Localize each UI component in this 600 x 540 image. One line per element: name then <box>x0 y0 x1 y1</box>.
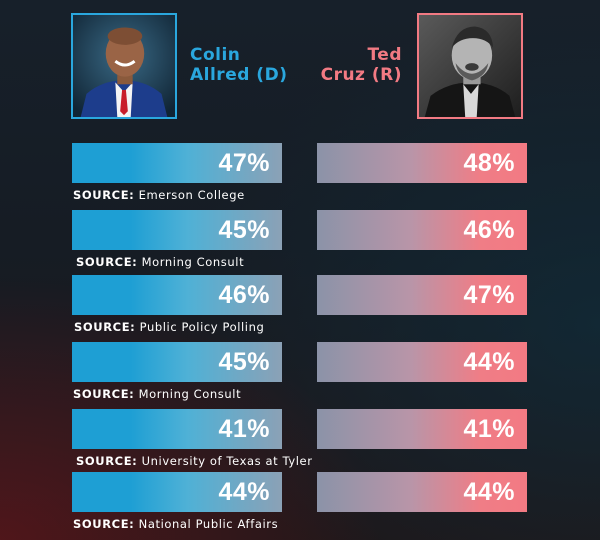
cruz-value-label: 47% <box>463 280 515 309</box>
allred-last-name-party: Allred (D) <box>190 65 288 85</box>
cruz-portrait <box>419 15 521 117</box>
source-name: Morning Consult <box>141 255 245 269</box>
source-prefix: SOURCE: <box>76 454 138 468</box>
source-name: Public Policy Polling <box>139 320 265 334</box>
candidate-name-cruz: Ted Cruz (R) <box>321 45 402 85</box>
allred-bar: 47% <box>72 143 282 183</box>
poll-source: SOURCE: University of Texas at Tyler <box>76 454 313 468</box>
cruz-value-label: 41% <box>463 414 515 443</box>
allred-bar: 46% <box>72 275 282 315</box>
allred-value-label: 47% <box>218 148 270 177</box>
cruz-last-name-party: Cruz (R) <box>320 65 402 85</box>
candidate-photo-cruz <box>417 13 523 119</box>
allred-bar: 45% <box>72 210 282 250</box>
source-prefix: SOURCE: <box>74 320 136 334</box>
cruz-bar: 41% <box>317 409 527 449</box>
poll-source: SOURCE: Morning Consult <box>76 255 244 269</box>
source-prefix: SOURCE: <box>73 517 135 531</box>
source-prefix: SOURCE: <box>73 387 135 401</box>
candidate-photo-allred <box>71 13 177 119</box>
poll-source: SOURCE: Public Policy Polling <box>74 320 264 334</box>
source-name: National Public Affairs <box>138 517 279 531</box>
cruz-first-name: Ted <box>367 45 402 65</box>
allred-value-label: 44% <box>218 477 270 506</box>
source-name: Emerson College <box>138 188 245 202</box>
cruz-bar: 48% <box>317 143 527 183</box>
allred-bar: 44% <box>72 472 282 512</box>
poll-source: SOURCE: National Public Affairs <box>73 517 278 531</box>
source-prefix: SOURCE: <box>76 255 138 269</box>
cruz-bar: 47% <box>317 275 527 315</box>
cruz-bar: 44% <box>317 342 527 382</box>
candidate-name-allred: Colin Allred (D) <box>190 45 287 85</box>
allred-value-label: 45% <box>218 215 270 244</box>
source-name: Morning Consult <box>138 387 242 401</box>
source-prefix: SOURCE: <box>73 188 135 202</box>
source-name: University of Texas at Tyler <box>141 454 313 468</box>
cruz-value-label: 46% <box>463 215 515 244</box>
allred-bar: 45% <box>72 342 282 382</box>
cruz-bar: 44% <box>317 472 527 512</box>
allred-value-label: 45% <box>218 347 270 376</box>
poll-source: SOURCE: Emerson College <box>73 188 245 202</box>
allred-portrait <box>73 15 175 117</box>
allred-bar: 41% <box>72 409 282 449</box>
cruz-value-label: 44% <box>463 347 515 376</box>
cruz-value-label: 48% <box>463 148 515 177</box>
allred-value-label: 46% <box>218 280 270 309</box>
cruz-bar: 46% <box>317 210 527 250</box>
poll-source: SOURCE: Morning Consult <box>73 387 241 401</box>
allred-value-label: 41% <box>218 414 270 443</box>
allred-first-name: Colin <box>190 45 241 65</box>
cruz-value-label: 44% <box>463 477 515 506</box>
